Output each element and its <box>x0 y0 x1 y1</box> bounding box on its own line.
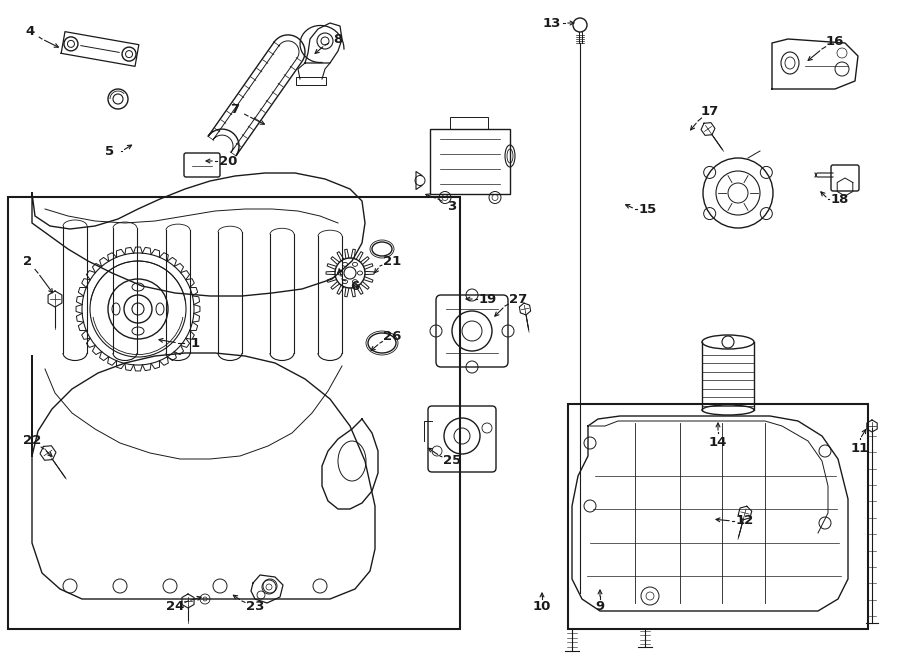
Text: 10: 10 <box>533 600 551 613</box>
Bar <box>430 128 510 194</box>
Text: 7: 7 <box>230 102 239 116</box>
Text: 17: 17 <box>701 104 719 118</box>
Text: 16: 16 <box>826 34 844 48</box>
Text: 4: 4 <box>25 24 34 38</box>
Text: 25: 25 <box>443 455 461 467</box>
Text: 27: 27 <box>508 293 527 305</box>
Bar <box>296 77 326 85</box>
Text: 18: 18 <box>831 192 850 206</box>
Text: 21: 21 <box>382 254 401 268</box>
Text: 15: 15 <box>639 202 657 215</box>
Text: 23: 23 <box>246 600 265 613</box>
Bar <box>568 404 868 629</box>
Text: 20: 20 <box>219 155 238 167</box>
Text: 14: 14 <box>709 436 727 449</box>
Text: 2: 2 <box>23 254 32 268</box>
Text: 6: 6 <box>350 280 360 293</box>
Text: 11: 11 <box>850 442 869 455</box>
Text: 13: 13 <box>543 17 562 30</box>
Text: 19: 19 <box>479 293 497 305</box>
Bar <box>8 197 460 629</box>
Text: 12: 12 <box>736 514 754 527</box>
Bar <box>450 116 488 128</box>
Text: 3: 3 <box>447 200 456 212</box>
Text: 26: 26 <box>382 329 401 342</box>
Text: 9: 9 <box>596 600 605 613</box>
Text: 8: 8 <box>333 32 343 46</box>
Text: 5: 5 <box>105 145 114 157</box>
Text: 24: 24 <box>166 600 184 613</box>
Text: 22: 22 <box>22 434 41 447</box>
Text: 1: 1 <box>191 336 200 350</box>
